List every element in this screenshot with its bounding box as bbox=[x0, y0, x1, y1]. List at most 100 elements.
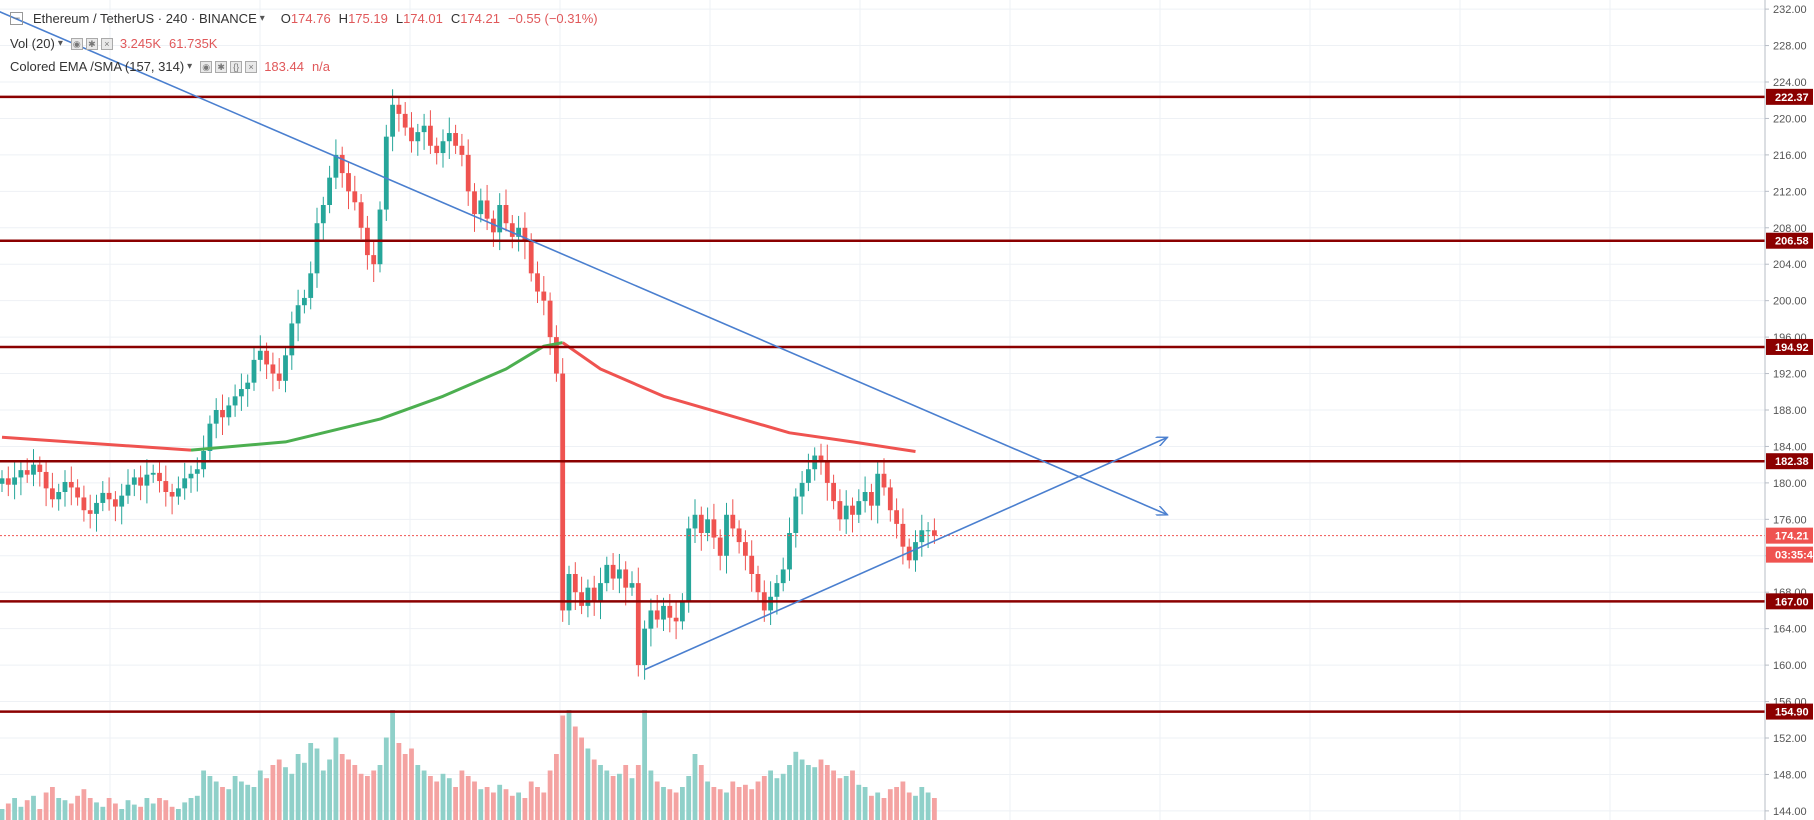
candle-body bbox=[459, 145, 465, 155]
volume-bar bbox=[887, 789, 893, 820]
candle-body bbox=[774, 583, 780, 597]
candle-body bbox=[755, 574, 761, 593]
candle-body bbox=[604, 564, 610, 584]
close-icon[interactable]: × bbox=[100, 37, 113, 50]
trend-line[interactable] bbox=[0, 5, 1168, 515]
volume-bar bbox=[661, 787, 666, 820]
candle-body bbox=[560, 373, 566, 611]
volume-bar bbox=[346, 759, 351, 820]
volume-label[interactable]: Vol (20) bbox=[10, 36, 55, 51]
candle-body bbox=[346, 173, 351, 192]
volume-bar bbox=[806, 765, 811, 820]
volume-bar bbox=[478, 789, 484, 820]
collapse-icon[interactable]: – bbox=[10, 11, 23, 25]
candle-body bbox=[850, 505, 855, 515]
price-axis[interactable] bbox=[1765, 0, 1814, 820]
axis-tick-label: 200.00 bbox=[1773, 296, 1807, 308]
volume-bar bbox=[163, 800, 169, 820]
source-icon[interactable]: {} bbox=[230, 60, 243, 73]
countdown-label-box bbox=[1766, 546, 1813, 563]
candle-body bbox=[705, 519, 710, 533]
countdown-label: 03:35:42 bbox=[1775, 550, 1814, 562]
ema-line-falling bbox=[561, 341, 916, 453]
candle-body bbox=[768, 596, 773, 611]
volume-bar bbox=[320, 770, 326, 820]
volume-bar bbox=[932, 798, 937, 820]
volume-bar bbox=[881, 798, 887, 820]
candle-body bbox=[831, 482, 836, 502]
volume-bar bbox=[547, 770, 553, 820]
candle-body bbox=[806, 469, 811, 483]
candle-body bbox=[396, 104, 402, 114]
volume-bar bbox=[572, 726, 578, 820]
candle-body bbox=[390, 104, 395, 137]
settings-icon[interactable]: ✱ bbox=[85, 37, 98, 50]
level-label-box bbox=[1766, 453, 1813, 470]
candle-body bbox=[472, 191, 477, 215]
volume-bar bbox=[43, 792, 49, 820]
candle-body bbox=[648, 610, 654, 629]
candle-body bbox=[182, 478, 188, 489]
candle-body bbox=[339, 154, 345, 174]
volume-bar bbox=[541, 792, 547, 820]
chevron-down-icon[interactable]: ▾ bbox=[259, 13, 265, 24]
candle-body bbox=[661, 605, 666, 620]
volume-bar bbox=[371, 770, 377, 820]
candle-body bbox=[554, 337, 559, 374]
volume-bar bbox=[94, 802, 99, 820]
candle-body bbox=[787, 533, 792, 570]
axis-tick-label: 164.00 bbox=[1773, 624, 1807, 636]
symbol-title[interactable]: Ethereum / TetherUS · 240 · BINANCE bbox=[33, 11, 257, 26]
candle-body bbox=[799, 482, 805, 497]
volume-bar bbox=[264, 778, 269, 820]
volume-bar bbox=[5, 803, 11, 820]
level-label: 154.90 bbox=[1775, 707, 1809, 719]
volume-bar bbox=[642, 710, 647, 820]
volume-bar bbox=[856, 784, 862, 820]
trend-line[interactable] bbox=[644, 437, 1168, 671]
candle-body bbox=[75, 487, 80, 498]
candle-body bbox=[0, 478, 5, 484]
candle-body bbox=[491, 218, 496, 233]
volume-bar bbox=[686, 776, 692, 820]
axis-tick-label: 208.00 bbox=[1773, 223, 1807, 235]
close-icon[interactable]: × bbox=[245, 60, 258, 73]
candle-body bbox=[239, 389, 244, 397]
eye-icon[interactable]: ◉ bbox=[70, 37, 83, 50]
volume-bar bbox=[440, 773, 446, 820]
volume-bar bbox=[491, 792, 496, 820]
candle-body bbox=[289, 323, 295, 356]
candle-body bbox=[925, 530, 931, 532]
candle-body bbox=[194, 469, 200, 474]
candle-body bbox=[283, 355, 288, 381]
eye-icon[interactable]: ◉ bbox=[200, 60, 213, 73]
volume-bar bbox=[138, 806, 143, 820]
volume-legend: Vol (20) ▾ ◉ ✱ × 3.245K 61.735K bbox=[10, 36, 217, 51]
volume-bar bbox=[629, 778, 635, 820]
axis-tick-label: 180.00 bbox=[1773, 478, 1807, 490]
volume-bar bbox=[761, 776, 767, 820]
close-label: C bbox=[450, 11, 461, 26]
volume-bar bbox=[774, 778, 780, 820]
candle-body bbox=[824, 460, 830, 483]
candle-body bbox=[87, 510, 93, 514]
volume-bar bbox=[270, 765, 276, 820]
volume-bar bbox=[535, 787, 540, 820]
volume-bar bbox=[843, 776, 849, 820]
volume-bar bbox=[50, 787, 55, 820]
candle-body bbox=[585, 587, 591, 606]
settings-icon[interactable]: ✱ bbox=[215, 60, 228, 73]
volume-bar bbox=[906, 792, 912, 820]
volume-bar bbox=[220, 787, 225, 820]
volume-bar bbox=[484, 787, 490, 820]
high-value: 175.19 bbox=[348, 11, 388, 26]
volume-bar bbox=[862, 787, 868, 820]
candle-body bbox=[547, 300, 553, 338]
volume-bar bbox=[333, 737, 339, 820]
volume-bar bbox=[446, 778, 452, 820]
candle-body bbox=[383, 136, 389, 210]
chevron-down-icon[interactable]: ▾ bbox=[57, 38, 63, 49]
chevron-down-icon[interactable]: ▾ bbox=[187, 61, 193, 72]
ema-label[interactable]: Colored EMA /SMA (157, 314) bbox=[10, 59, 185, 74]
